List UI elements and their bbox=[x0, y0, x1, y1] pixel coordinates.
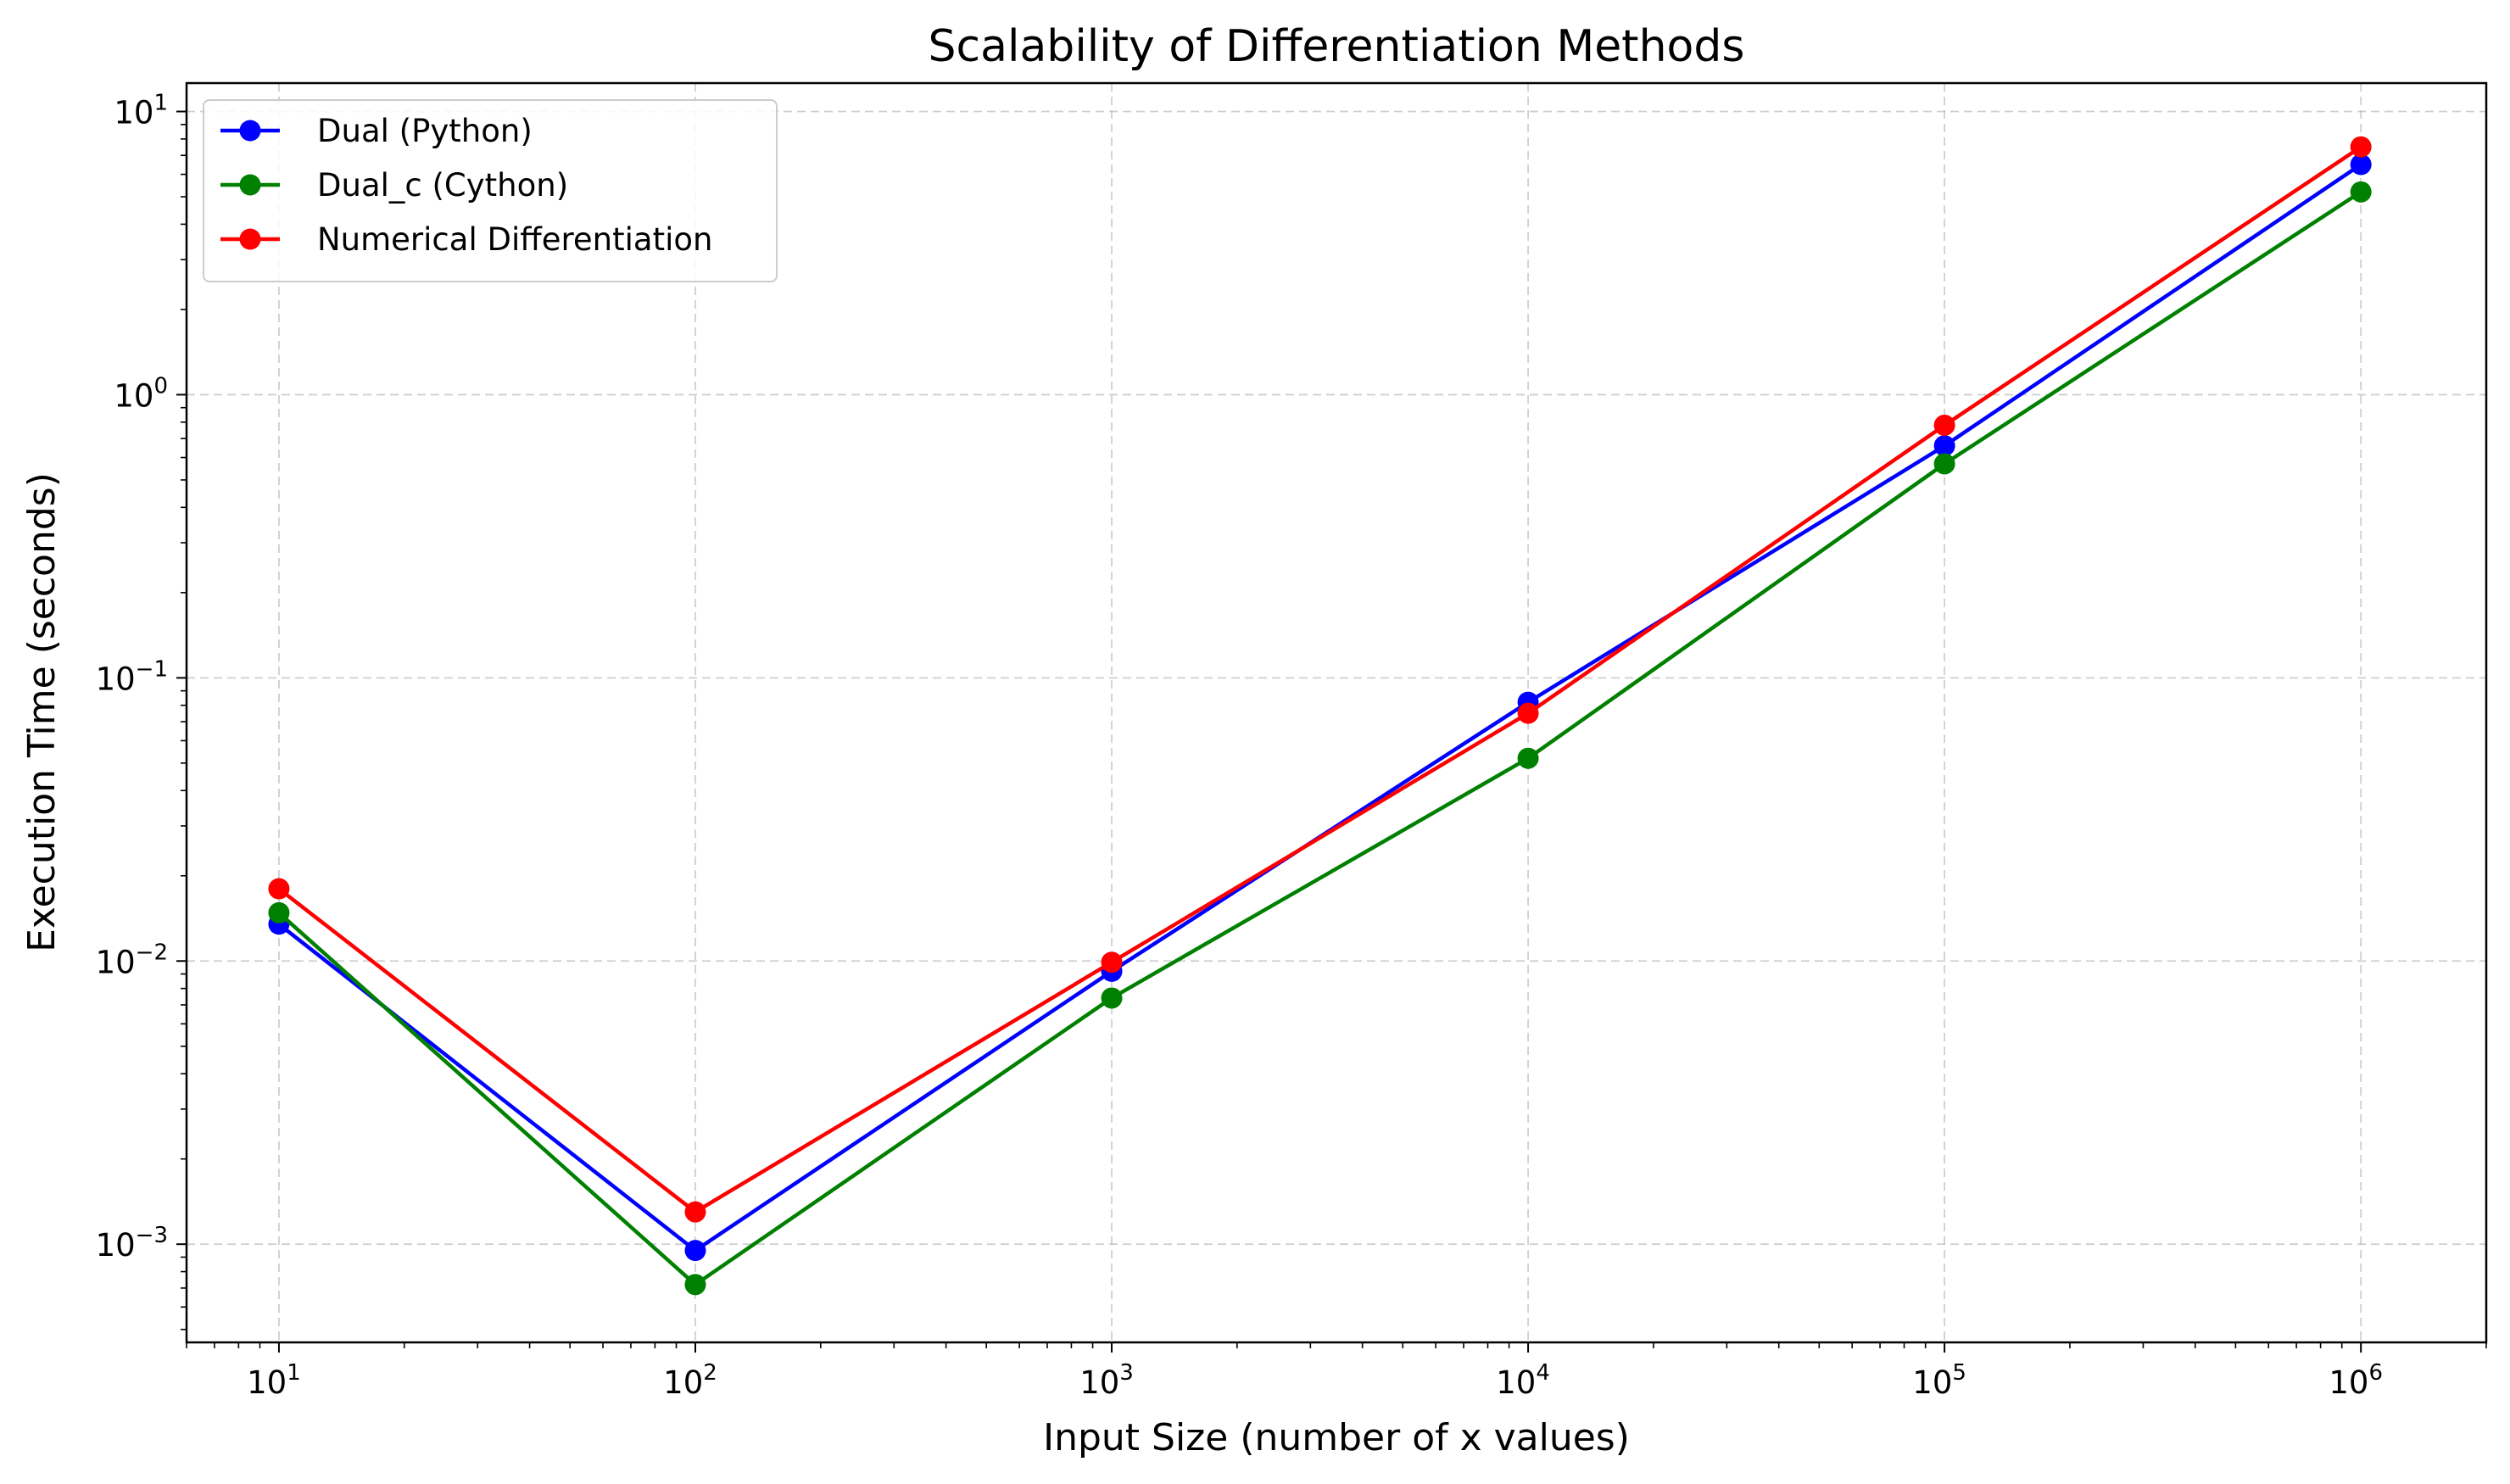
y-tick-label: 101 bbox=[114, 91, 168, 131]
x-tick-exponent: 5 bbox=[1952, 1360, 1966, 1386]
x-tick-label: 104 bbox=[1496, 1360, 1550, 1401]
y-tick-exponent: −1 bbox=[136, 656, 168, 682]
x-axis-label: Input Size (number of x values) bbox=[1043, 1416, 1630, 1459]
y-axis-label: Execution Time (seconds) bbox=[20, 472, 64, 952]
legend: Dual (Python) Dual_c (Cython) Numerical Di… bbox=[203, 99, 778, 282]
data-point bbox=[684, 1274, 706, 1296]
y-tick-exponent: −3 bbox=[136, 1223, 168, 1248]
legend-entry-label: Dual (Python) bbox=[317, 113, 533, 149]
series-layer bbox=[268, 136, 2372, 1296]
data-point bbox=[684, 1240, 706, 1262]
y-tick-base: 10 bbox=[114, 377, 153, 414]
x-tick-exponent: 1 bbox=[287, 1360, 301, 1386]
legend-swatch-marker bbox=[239, 228, 261, 250]
data-point bbox=[2350, 153, 2372, 176]
data-point bbox=[1101, 951, 1123, 974]
legend-swatch-marker bbox=[239, 174, 261, 196]
data-point bbox=[1101, 987, 1123, 1009]
x-tick-base: 10 bbox=[663, 1364, 703, 1401]
y-tick-base: 10 bbox=[96, 944, 136, 980]
x-tick-label: 106 bbox=[2329, 1360, 2383, 1401]
x-tick-label: 101 bbox=[247, 1360, 301, 1401]
x-tick-exponent: 3 bbox=[1119, 1360, 1134, 1386]
legend-box bbox=[203, 99, 778, 282]
data-point bbox=[1933, 414, 1955, 436]
y-tick-exponent: 1 bbox=[153, 91, 168, 116]
plot-frame bbox=[185, 81, 2488, 1344]
data-point bbox=[268, 878, 290, 900]
y-tick-exponent: −2 bbox=[136, 940, 168, 965]
data-point bbox=[268, 901, 290, 923]
data-point bbox=[1933, 453, 1955, 475]
y-tick-base: 10 bbox=[114, 95, 153, 131]
y-tick-label: 100 bbox=[114, 373, 168, 414]
legend-entry-label: Dual_c (Cython) bbox=[317, 167, 568, 204]
data-point bbox=[1933, 435, 1955, 457]
x-tick-exponent: 2 bbox=[703, 1360, 717, 1386]
x-tick-exponent: 4 bbox=[1536, 1360, 1550, 1386]
legend-entry-label: Numerical Differentiation bbox=[317, 221, 712, 258]
y-tick-base: 10 bbox=[96, 1227, 136, 1264]
y-tick-exponent: 0 bbox=[153, 373, 168, 399]
series-line bbox=[277, 190, 2362, 1287]
y-tick-label: 10−2 bbox=[96, 940, 168, 980]
chart-title: Scalability of Differentiation Methods bbox=[929, 21, 1745, 72]
y-tick-label: 10−1 bbox=[96, 656, 168, 697]
x-tick-label: 102 bbox=[663, 1360, 717, 1401]
y-tick-label: 10−3 bbox=[96, 1223, 168, 1264]
x-tick-base: 10 bbox=[1912, 1364, 1952, 1401]
y-tick-base: 10 bbox=[96, 661, 136, 697]
x-tick-base: 10 bbox=[1496, 1364, 1536, 1401]
series-line bbox=[277, 145, 2362, 1214]
data-point bbox=[1517, 747, 1539, 769]
data-point bbox=[2350, 136, 2372, 158]
x-tick-exponent: 6 bbox=[2368, 1360, 2383, 1386]
data-point bbox=[2350, 181, 2372, 203]
x-tick-label: 103 bbox=[1079, 1360, 1134, 1401]
data-point bbox=[1517, 702, 1539, 724]
x-tick-base: 10 bbox=[247, 1364, 287, 1401]
x-tick-base: 10 bbox=[2329, 1364, 2368, 1401]
x-tick-base: 10 bbox=[1079, 1364, 1119, 1401]
x-tick-label: 105 bbox=[1912, 1360, 1966, 1401]
data-point bbox=[684, 1201, 706, 1223]
legend-swatch-marker bbox=[239, 120, 261, 142]
